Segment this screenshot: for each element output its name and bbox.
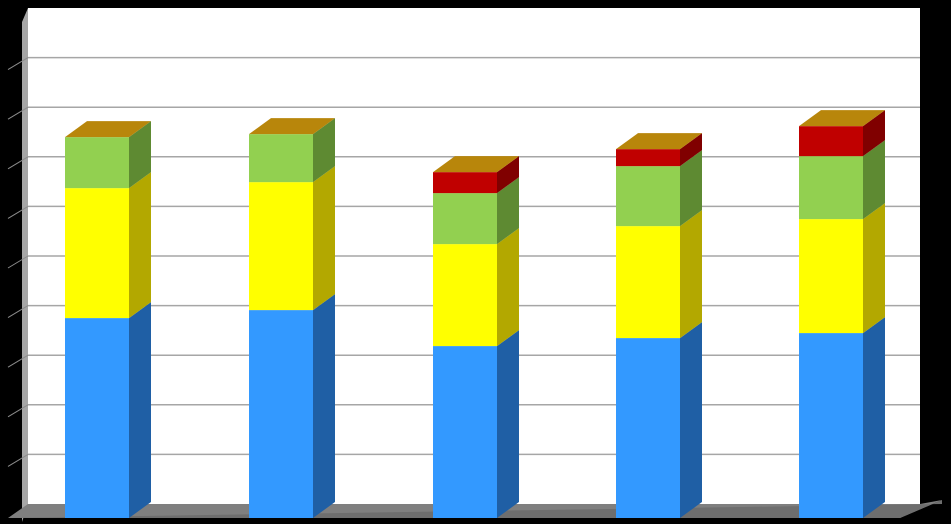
bar-3-segment-2-side [497,228,519,347]
y-gridline-side [7,305,29,319]
bar-3-segment-4-front [433,172,497,194]
bar-2-segment-3-front [249,134,313,183]
bar-4-segment-3-front [616,166,680,227]
bar-4-segment-2-side [680,210,702,339]
bar-5-top-cap [799,110,885,127]
y-gridline-side [7,205,29,219]
bar-3-top-cap [433,156,519,173]
bar-1-segment-2-front [65,188,129,319]
y-gridline-side [7,404,29,418]
bar-5-segment-4-side [863,110,885,157]
bar-1-top-cap [65,121,151,138]
bar-3-segment-3-front [433,193,497,245]
y-gridline-side [7,106,29,120]
bar-2-segment-3-side [313,118,335,183]
bar-5-segment-1-front [799,333,863,518]
bar-2-segment-2-front [249,182,313,311]
bar-4-segment-1-front [616,338,680,518]
bar-4-segment-3-side [680,150,702,227]
bar-1-segment-3-side [129,121,151,189]
bar-1-segment-1-side [129,302,151,518]
y-gridline-side [7,453,29,467]
bar-3-segment-1-side [497,330,519,518]
bar-5-segment-1-side [863,317,885,518]
y-gridline-side [7,57,29,71]
plot-floor-edge [8,500,942,518]
bar-4-segment-2-front [616,226,680,339]
y-gridline-side [7,156,29,170]
bar-3-segment-4-side [497,156,519,194]
bar-5-segment-2-side [863,203,885,334]
y-gridline-side [7,354,29,368]
bar-5-segment-2-front [799,219,863,334]
bar-4-segment-1-side [680,322,702,518]
bar-3-segment-2-front [433,244,497,347]
bar-1-segment-1-front [65,318,129,518]
bar-2-segment-1-side [313,294,335,518]
bar-5-segment-4-front [799,126,863,157]
bar-1-segment-3-front [65,137,129,189]
bar-4-top-cap [616,133,702,150]
y-gridline-side [7,255,29,269]
bar-2-segment-2-side [313,166,335,311]
bar-3-segment-3-side [497,177,519,245]
bar-5-segment-3-side [863,140,885,220]
bar-2-top-cap [249,118,335,135]
bar-4-segment-4-side [680,133,702,167]
bar-4-segment-4-front [616,149,680,167]
bar-2-segment-1-front [249,310,313,518]
bar-5-segment-3-front [799,156,863,220]
plot-side-wall [22,8,28,522]
bar-1-segment-2-side [129,172,151,319]
bar-3-segment-1-front [433,346,497,518]
